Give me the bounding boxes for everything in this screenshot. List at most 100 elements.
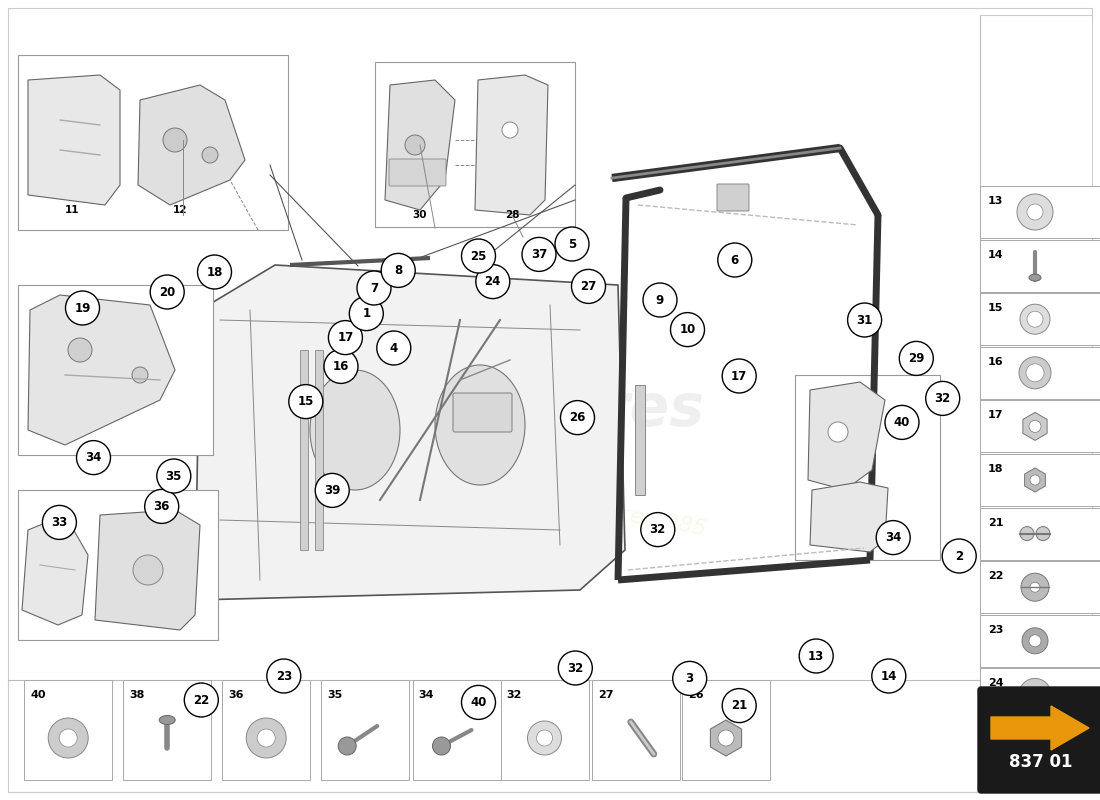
FancyBboxPatch shape xyxy=(980,508,1100,560)
Text: 32: 32 xyxy=(568,662,583,674)
Circle shape xyxy=(559,651,592,685)
Text: 39: 39 xyxy=(324,484,340,497)
Circle shape xyxy=(537,730,552,746)
FancyBboxPatch shape xyxy=(980,294,1100,346)
Text: 7: 7 xyxy=(370,282,378,294)
Circle shape xyxy=(723,359,756,393)
Circle shape xyxy=(77,441,110,474)
FancyBboxPatch shape xyxy=(300,350,308,550)
Text: 2: 2 xyxy=(955,550,964,562)
Circle shape xyxy=(1036,526,1050,541)
Text: 36: 36 xyxy=(154,500,169,513)
Polygon shape xyxy=(28,295,175,445)
Text: 29: 29 xyxy=(909,352,924,365)
Circle shape xyxy=(502,122,518,138)
Text: 32: 32 xyxy=(506,690,521,700)
Text: 26: 26 xyxy=(570,411,585,424)
FancyBboxPatch shape xyxy=(453,393,512,432)
Text: 25: 25 xyxy=(988,732,1003,742)
Ellipse shape xyxy=(160,715,175,725)
Text: 34: 34 xyxy=(886,531,901,544)
Circle shape xyxy=(877,521,910,554)
Circle shape xyxy=(872,659,905,693)
Circle shape xyxy=(561,401,594,434)
Text: 27: 27 xyxy=(597,690,614,700)
Circle shape xyxy=(1022,628,1048,654)
Text: 34: 34 xyxy=(418,690,434,700)
Circle shape xyxy=(329,321,362,354)
Circle shape xyxy=(926,382,959,415)
Text: 22: 22 xyxy=(988,571,1003,581)
Text: 23: 23 xyxy=(276,670,292,682)
Circle shape xyxy=(671,313,704,346)
Circle shape xyxy=(1020,526,1034,541)
Circle shape xyxy=(289,385,322,418)
Circle shape xyxy=(358,271,390,305)
Circle shape xyxy=(157,459,190,493)
Circle shape xyxy=(350,297,383,330)
Circle shape xyxy=(257,729,275,747)
Text: 16: 16 xyxy=(988,357,1003,366)
Circle shape xyxy=(848,303,881,337)
Circle shape xyxy=(886,406,918,439)
Circle shape xyxy=(163,128,187,152)
FancyBboxPatch shape xyxy=(717,184,749,211)
FancyBboxPatch shape xyxy=(321,680,409,780)
Circle shape xyxy=(1019,357,1050,389)
Circle shape xyxy=(556,227,588,261)
Polygon shape xyxy=(810,482,888,552)
FancyBboxPatch shape xyxy=(123,680,211,780)
FancyBboxPatch shape xyxy=(978,687,1100,793)
Circle shape xyxy=(462,686,495,719)
Circle shape xyxy=(1021,573,1049,602)
Circle shape xyxy=(1019,678,1050,710)
Text: 40: 40 xyxy=(894,416,910,429)
Circle shape xyxy=(1028,635,1041,647)
FancyBboxPatch shape xyxy=(412,680,500,780)
FancyBboxPatch shape xyxy=(222,680,310,780)
Circle shape xyxy=(1030,475,1040,485)
FancyBboxPatch shape xyxy=(315,350,323,550)
Circle shape xyxy=(1030,582,1040,592)
Ellipse shape xyxy=(1028,730,1042,738)
Circle shape xyxy=(476,265,509,298)
FancyBboxPatch shape xyxy=(980,668,1100,720)
Circle shape xyxy=(673,662,706,695)
Circle shape xyxy=(432,737,451,755)
Circle shape xyxy=(1027,311,1043,327)
Polygon shape xyxy=(195,265,625,600)
Polygon shape xyxy=(991,706,1089,750)
Polygon shape xyxy=(711,720,741,756)
Circle shape xyxy=(267,659,300,693)
Polygon shape xyxy=(1024,468,1045,492)
Text: 40: 40 xyxy=(471,696,486,709)
Text: 3: 3 xyxy=(685,672,694,685)
Text: 17: 17 xyxy=(732,370,747,382)
Circle shape xyxy=(133,555,163,585)
Circle shape xyxy=(718,730,734,746)
Text: 22: 22 xyxy=(194,694,209,706)
Text: 837 01: 837 01 xyxy=(1009,753,1072,771)
Text: a passion for parts since 1985: a passion for parts since 1985 xyxy=(373,461,707,539)
FancyBboxPatch shape xyxy=(980,562,1100,614)
FancyBboxPatch shape xyxy=(500,680,588,780)
Circle shape xyxy=(522,238,556,271)
Circle shape xyxy=(828,422,848,442)
Circle shape xyxy=(246,718,286,758)
Polygon shape xyxy=(808,382,886,490)
Circle shape xyxy=(151,275,184,309)
Text: 9: 9 xyxy=(656,294,664,306)
Circle shape xyxy=(43,506,76,539)
FancyBboxPatch shape xyxy=(18,490,218,640)
Circle shape xyxy=(338,737,356,755)
Circle shape xyxy=(132,367,148,383)
Circle shape xyxy=(1026,364,1044,382)
Circle shape xyxy=(185,683,218,717)
Text: 37: 37 xyxy=(531,248,547,261)
Circle shape xyxy=(943,539,976,573)
Text: 19: 19 xyxy=(75,302,90,314)
FancyBboxPatch shape xyxy=(682,680,770,780)
Text: 31: 31 xyxy=(857,314,872,326)
Text: 8: 8 xyxy=(394,264,403,277)
Circle shape xyxy=(644,283,676,317)
